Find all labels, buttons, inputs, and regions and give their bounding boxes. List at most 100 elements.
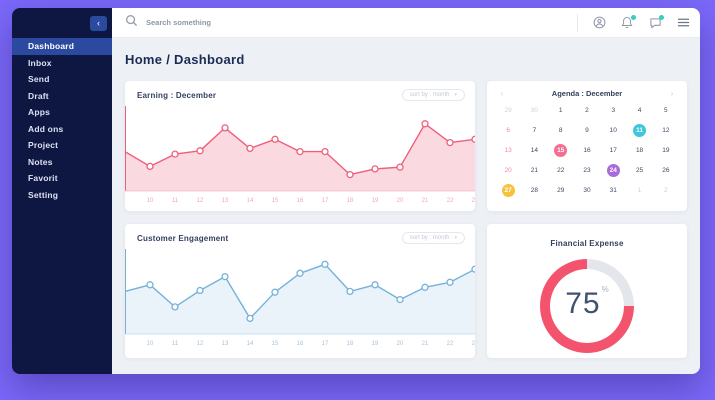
calendar-day[interactable]: 29 [557,187,565,194]
calendar-day[interactable]: 2 [664,187,668,194]
calendar-day[interactable]: 14 [530,147,539,154]
calendar-day[interactable]: 12 [662,127,670,134]
sidebar-collapse-button[interactable]: ‹ [90,16,107,31]
calendar-day[interactable]: 27 [495,184,521,197]
topbar-actions [577,13,690,32]
earning-chart: 10 11 12 13 14 15 16 17 18 19 20 21 22 23 [125,106,475,204]
svg-text:13: 13 [222,198,229,204]
calendar-prev-icon[interactable]: ‹ [500,89,504,98]
financial-expense-donut: 75 % [540,259,634,353]
chevron-left-icon: ‹ [97,18,100,28]
calendar-day[interactable]: 23 [583,167,591,174]
sidebar-item-project[interactable]: Project [28,140,59,150]
calendar-day[interactable]: 25 [635,167,644,174]
sidebar-item-notes[interactable]: Notes [28,156,53,167]
content: Home / Dashboard Earning : December sort… [112,38,700,374]
engagement-chart: 10 11 12 13 14 15 16 17 18 19 20 21 22 23 [125,249,475,347]
sidebar-item-favorit[interactable]: Favorit [28,173,58,183]
calendar-day[interactable]: 31 [609,187,617,194]
chat-icon[interactable] [648,14,664,30]
chat-badge [659,14,664,20]
svg-text:15: 15 [272,341,279,347]
svg-text:12: 12 [197,341,204,347]
agenda-title: Agenda : December [551,89,623,98]
svg-text:19: 19 [372,198,379,204]
svg-text:10: 10 [147,341,154,347]
sidebar-item-draft[interactable]: Draft [28,90,49,101]
calendar-day[interactable]: 8 [558,127,563,134]
svg-text:17: 17 [322,341,329,347]
calendar-day[interactable]: 26 [662,167,670,174]
svg-text:11: 11 [172,198,179,204]
calendar-day[interactable]: 22 [557,167,565,174]
earning-panel: Earning : December sort by : month ▾ 10 1… [125,81,475,211]
topbar [112,8,700,38]
svg-text:18: 18 [347,341,354,347]
calendar-day[interactable]: 9 [585,127,589,134]
earning-title: Earning : December [137,90,217,100]
bell-icon[interactable] [620,14,636,30]
svg-text:14: 14 [247,198,254,204]
calendar-day[interactable]: 1 [637,187,642,194]
calendar-day[interactable]: 21 [530,167,539,174]
calendar-day[interactable]: 15 [548,144,574,157]
user-icon[interactable] [592,16,606,30]
calendar-day[interactable]: 30 [583,187,591,194]
svg-text:10: 10 [147,198,154,204]
sidebar-item-apps[interactable]: Apps [28,107,51,117]
svg-text:16: 16 [297,198,304,204]
calendar-day[interactable]: 2 [585,107,589,114]
calendar-day[interactable]: 29 [504,107,512,114]
svg-text:16: 16 [297,341,304,347]
sidebar-item-setting[interactable]: Setting [28,189,59,200]
expense-percent-unit: % [601,285,609,294]
calendar-day[interactable]: 10 [609,127,617,134]
calendar-day[interactable]: 28 [530,187,539,194]
chevron-down-icon: ▾ [454,235,457,241]
main-area: Home / Dashboard Earning : December sort… [112,8,700,374]
expense-title: Financial Expense [550,239,624,248]
calendar-day[interactable]: 18 [635,147,644,154]
svg-text:21: 21 [422,198,429,204]
calendar-next-icon[interactable]: › [670,89,674,98]
search-input[interactable] [146,18,366,27]
sidebar-item-add-ons[interactable]: Add ons [28,123,64,134]
calendar-day[interactable]: 4 [637,107,642,114]
calendar-day[interactable]: 13 [504,147,512,154]
svg-text:17: 17 [322,198,329,204]
calendar-day[interactable]: 20 [504,167,512,174]
svg-text:21: 21 [422,341,429,347]
bell-badge [631,14,636,20]
agenda-panel: ‹ Agenda : December › 29 30 1 2 3 4 5 6 7 8 9 10 11 1… [487,81,687,211]
svg-text:23: 23 [472,198,475,204]
calendar-day[interactable]: 6 [506,127,510,134]
menu-icon[interactable] [676,16,690,30]
svg-text:22: 22 [447,341,454,347]
sidebar-nav: Dashboard Inbox Send Draft Apps Add ons Projec… [12,38,112,203]
calendar-day[interactable]: 16 [583,147,591,154]
svg-text:22: 22 [447,198,454,204]
calendar-day[interactable]: 1 [558,107,563,114]
engagement-panel: Customer Engagement sort by : month ▾ 10… [125,224,475,358]
calendar-day[interactable]: 19 [662,147,670,154]
calendar-day[interactable]: 3 [611,107,616,114]
svg-text:14: 14 [247,341,254,347]
calendar-day[interactable]: 7 [532,127,537,134]
calendar-day[interactable]: 17 [609,147,617,154]
search-icon [125,14,138,32]
calendar-day[interactable]: 5 [664,107,668,114]
earning-sort-dropdown[interactable]: sort by : month ▾ [401,89,465,101]
engagement-sort-dropdown[interactable]: sort by : month ▾ [401,232,465,244]
calendar-day[interactable]: 30 [530,107,539,114]
svg-text:13: 13 [222,341,229,347]
sidebar-item-send[interactable]: Send [28,74,50,84]
expense-panel: Financial Expense 75 % [487,224,687,358]
calendar-day[interactable]: 24 [600,164,626,177]
calendar-day[interactable]: 11 [626,124,652,137]
app-window: ‹ Dashboard Inbox Send Draft Apps Add ons Proj… [12,8,700,374]
chevron-down-icon: ▾ [454,92,457,98]
sidebar-item-dashboard[interactable]: Dashboard [12,38,112,55]
svg-text:20: 20 [397,198,404,204]
calendar-grid: 29 30 1 2 3 4 5 6 7 8 9 10 11 12 13 14 15 16 17 18 19 20 21 22 2… [487,102,687,203]
sidebar-item-inbox[interactable]: Inbox [28,57,52,68]
